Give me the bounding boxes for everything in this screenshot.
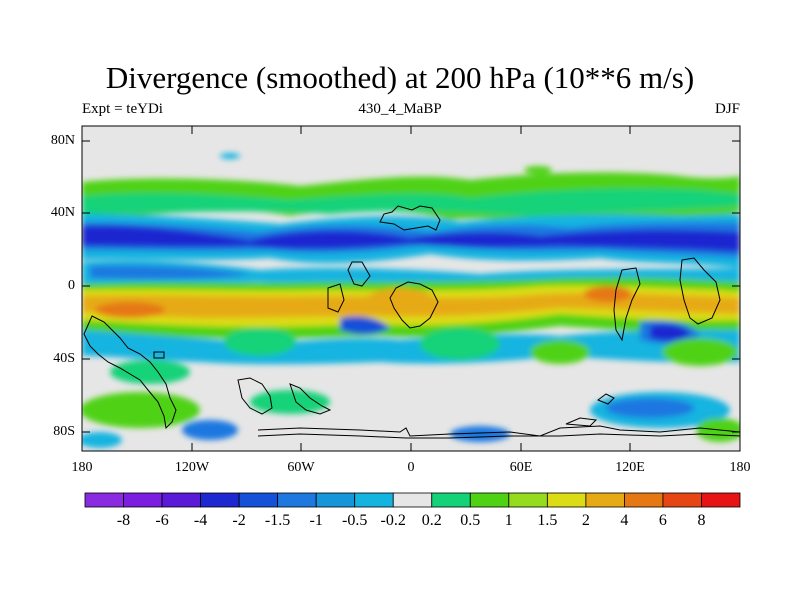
contour-region (530, 340, 590, 364)
colorbar-swatch (200, 492, 240, 508)
colorbar-swatch (469, 492, 510, 508)
y-tick-label: 80S (53, 424, 75, 439)
colorbar (84, 492, 741, 508)
x-tick-label: 180 (71, 460, 93, 475)
experiment-label: Expt = teYDi (82, 101, 163, 117)
colorbar-swatch (277, 492, 317, 508)
contour-region (650, 324, 690, 341)
contour-region (82, 188, 740, 216)
colorbar-swatch (624, 492, 664, 508)
colorbar-label: 8 (697, 512, 706, 529)
x-tick-label: 60E (509, 460, 533, 475)
contour-region (420, 328, 500, 360)
contour-region (250, 390, 330, 414)
contour-region (224, 328, 296, 356)
axis-ticks (82, 126, 740, 451)
contour-region (524, 166, 552, 174)
contour-region (95, 302, 165, 318)
contour-region (220, 153, 240, 159)
contour-region (90, 265, 250, 280)
contour-region (662, 338, 738, 366)
y-tick-label: 40S (53, 351, 75, 366)
x-tick-label: 120W (174, 460, 210, 475)
colorbar-swatch (508, 492, 548, 508)
colorbar-swatch (84, 492, 124, 508)
contour-region (182, 420, 238, 440)
y-tick-label: 80N (50, 133, 75, 148)
contour-region (82, 432, 122, 448)
colorbar-swatch (354, 492, 394, 508)
colorbar-label: 1.5 (537, 512, 558, 529)
season-label: DJF (714, 101, 740, 117)
contour-region (606, 398, 694, 418)
x-tick-label: 60W (287, 460, 315, 475)
colorbar-swatch (238, 492, 279, 508)
contour-field (82, 126, 740, 451)
colorbar-swatch (161, 492, 201, 508)
colorbar-label: -0.5 (342, 512, 368, 529)
colorbar-swatch (546, 492, 587, 508)
colorbar-label: -1 (309, 512, 323, 529)
y-tick-label: 0 (68, 278, 75, 293)
colorbar-label: 6 (658, 512, 667, 529)
colorbar-swatch (585, 492, 625, 508)
y-tick-label: 40N (50, 205, 75, 220)
colorbar-swatch (431, 492, 471, 508)
colorbar-label: 1 (504, 512, 513, 529)
map-title: Divergence (smoothed) at 200 hPa (10**6 … (105, 60, 695, 95)
coastlines (83, 205, 740, 439)
x-tick-label: 0 (407, 460, 415, 475)
contour-region (364, 288, 436, 316)
contour-region (340, 316, 390, 335)
colorbar-label: 0.2 (421, 512, 442, 529)
colorbar-swatch (701, 492, 741, 508)
contour-region (584, 286, 632, 302)
contour-region (82, 392, 200, 428)
x-tick-label: 180 (729, 460, 751, 475)
run-label: 430_4_MaBP (358, 101, 442, 117)
colorbar-swatch (123, 492, 163, 508)
colorbar-label: -1.5 (264, 512, 291, 529)
colorbar-label: 2 (581, 512, 590, 529)
colorbar-label: -2 (232, 512, 246, 529)
colorbar-label: 4 (620, 512, 629, 529)
colorbar-label: -6 (155, 512, 169, 529)
contour-region (82, 225, 740, 252)
colorbar-swatch (315, 492, 356, 508)
colorbar-swatch (392, 492, 433, 508)
colorbar-label: 0.5 (460, 512, 481, 529)
colorbar-label: -0.2 (380, 512, 406, 529)
contour-region (110, 360, 190, 384)
colorbar-swatch (662, 492, 702, 508)
colorbar-label: -8 (116, 512, 131, 529)
colorbar-label: -4 (193, 512, 208, 529)
x-tick-label: 120E (615, 460, 645, 475)
